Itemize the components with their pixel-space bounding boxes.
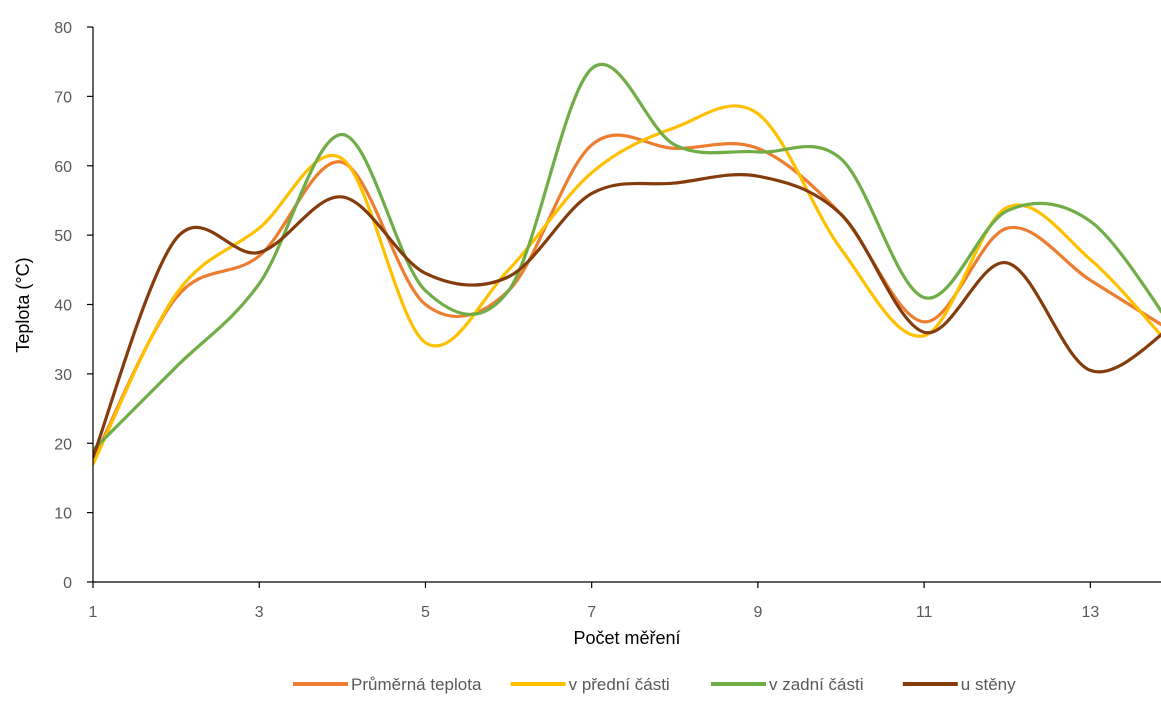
legend-label: v přední části <box>569 675 670 694</box>
y-axis-title: Teplota (°C) <box>13 257 33 352</box>
y-tick-label: 60 <box>54 159 72 176</box>
x-tick-label: 11 <box>916 604 933 621</box>
series-layer <box>93 63 1161 466</box>
y-tick-label: 80 <box>54 20 72 37</box>
y-tick-label: 70 <box>54 89 72 106</box>
legend-label: Průměrná teplota <box>351 675 482 694</box>
x-tick-label: 9 <box>753 604 762 621</box>
y-tick-label: 40 <box>54 298 72 315</box>
x-tick-label: 5 <box>421 604 430 621</box>
legend: Průměrná teplota v přední části v zadní čá… <box>293 675 1016 694</box>
series-line-pr-m-rn-teplota <box>93 133 1161 463</box>
y-tick-label: 50 <box>54 228 72 245</box>
x-axis-title: Počet měření <box>573 628 680 648</box>
x-tick-label: 3 <box>255 604 264 621</box>
series-line-u-st-ny <box>93 173 1161 459</box>
legend-label: u stěny <box>961 675 1016 694</box>
series-line-v-p-edn-sti <box>93 104 1161 466</box>
x-tick-label: 13 <box>1081 604 1099 621</box>
legend-label: v zadní části <box>769 675 864 694</box>
x-tick-label: 1 <box>89 604 98 621</box>
y-tick-label: 20 <box>54 436 72 453</box>
series-line-v-zadn-sti <box>93 63 1161 452</box>
y-tick-label: 10 <box>54 506 72 523</box>
y-tick-label: 0 <box>63 575 72 592</box>
x-tick-label: 7 <box>587 604 596 621</box>
y-tick-label: 30 <box>54 367 72 384</box>
